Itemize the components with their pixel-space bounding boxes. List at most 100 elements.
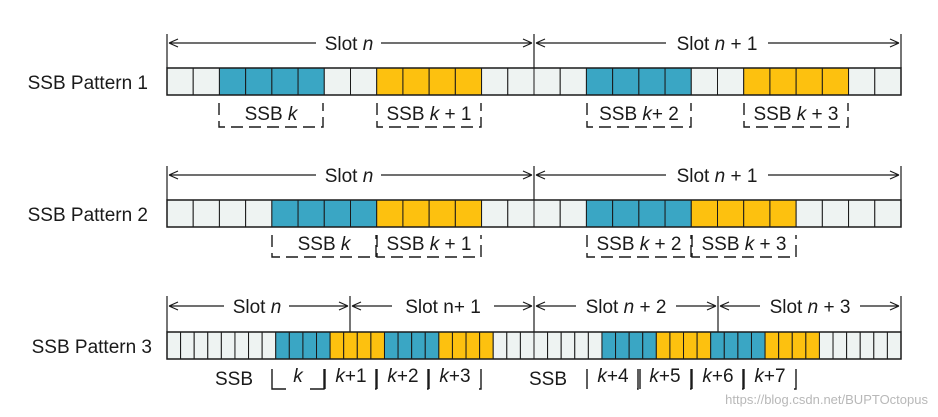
ssb-symbol-yellow <box>454 67 483 96</box>
ssb-word: SSB <box>529 369 567 390</box>
empty-symbol-cell <box>166 331 182 360</box>
slot-label: Slot n + 1 <box>677 166 758 187</box>
ssb-symbol-blue <box>638 67 666 96</box>
ssb-symbol-yellow <box>655 331 671 360</box>
ssb-bracket <box>743 103 849 128</box>
slot-arrow-left <box>351 301 392 311</box>
empty-symbol-cell <box>795 199 823 228</box>
ssb-symbol-blue <box>612 67 640 96</box>
ssb-label: SSB k + 1 <box>386 234 471 255</box>
empty-symbol-cell <box>559 199 587 228</box>
ssb-symbol-yellow <box>479 331 494 360</box>
ssb-symbol-blue <box>297 67 325 96</box>
slot-arrow-left <box>719 301 760 311</box>
slot-arrow-right <box>676 301 717 311</box>
ssb-symbol-blue <box>723 331 739 360</box>
empty-symbol-cell <box>587 331 603 360</box>
ssb-label: SSB k + 2 <box>596 234 681 255</box>
ssb-symbol-yellow <box>438 331 453 360</box>
empty-symbol-cell <box>848 199 876 228</box>
ssb-symbol-blue <box>350 199 378 228</box>
ssb-symbol-yellow <box>402 199 430 228</box>
slot-arrow-left <box>535 170 666 180</box>
ssb-symbol-blue <box>218 67 247 96</box>
empty-symbol-cell <box>519 331 535 360</box>
ssb-bracket <box>271 369 325 390</box>
empty-symbol-cell <box>193 331 209 360</box>
ssb-label: k+4 <box>597 366 629 387</box>
ssb-word: SSB <box>215 369 253 390</box>
ssb-symbol-blue <box>323 199 352 228</box>
pattern-1-slot-arrows <box>166 34 902 68</box>
ssb-symbol-blue <box>383 331 399 360</box>
watermark: https://blog.csdn.net/BUPTOctopus <box>725 392 928 407</box>
ssb-symbol-blue <box>750 331 766 360</box>
ssb-label: k+6 <box>702 366 733 387</box>
ssb-bracket <box>428 369 482 390</box>
empty-symbol-cell <box>818 331 834 360</box>
empty-symbol-cell <box>848 67 876 96</box>
pattern-1: SSB Pattern 1 Slot n Slot n + 1 SSB k SS… <box>28 34 902 128</box>
pattern-1-ssb-brackets <box>218 103 849 128</box>
ssb-symbol-yellow <box>717 199 745 228</box>
empty-symbol-cell <box>481 199 509 228</box>
slot-arrow-right <box>768 38 900 48</box>
empty-symbol-cell <box>507 199 535 228</box>
slot-arrow-left <box>168 301 224 311</box>
ssb-symbol-blue <box>664 199 692 228</box>
empty-symbol-cell <box>873 331 888 360</box>
pattern-3-symbol-row <box>166 331 902 360</box>
ssb-symbol-blue <box>297 199 325 228</box>
empty-symbol-cell <box>533 67 561 96</box>
empty-symbol-cell <box>874 67 902 96</box>
ssb-label: k <box>293 366 304 387</box>
ssb-bracket <box>376 103 482 128</box>
ssb-symbol-yellow <box>778 331 793 360</box>
ssb-bracket <box>376 369 429 390</box>
ssb-label: SSB k <box>245 104 299 125</box>
ssb-label: SSB k <box>298 234 352 255</box>
ssb-symbol-yellow <box>343 331 358 360</box>
empty-symbol-cell <box>323 67 352 96</box>
empty-symbol-cell <box>690 67 718 96</box>
pattern-2-label: SSB Pattern 2 <box>28 205 148 226</box>
ssb-bracket <box>691 235 797 258</box>
empty-symbol-cell <box>207 331 222 360</box>
ssb-symbol-blue <box>642 331 657 360</box>
ssb-symbol-blue <box>664 67 692 96</box>
slot-label: Slot n + 1 <box>677 34 758 55</box>
ssb-symbol-yellow <box>376 67 404 96</box>
pattern-1-label: SSB Pattern 1 <box>28 73 148 94</box>
ssb-bracket <box>586 235 692 258</box>
empty-symbol-cell <box>481 67 509 96</box>
pattern-2-slot-frame <box>166 199 902 228</box>
ssb-symbol-blue <box>302 331 318 360</box>
empty-symbol-cell <box>350 67 378 96</box>
ssb-label: SSB k+ 2 <box>599 104 679 125</box>
ssb-symbol-yellow <box>669 331 685 360</box>
ssb-symbol-yellow <box>805 331 820 360</box>
slot-label: Slot n+ 1 <box>405 297 481 318</box>
pattern-3-slot-frame <box>166 331 902 360</box>
ssb-symbol-yellow <box>769 67 797 96</box>
empty-symbol-cell <box>218 199 247 228</box>
ssb-symbol-blue <box>411 331 426 360</box>
pattern-2: SSB Pattern 2 Slot n Slot n + 1 SSB k SS… <box>28 166 902 258</box>
empty-symbol-cell <box>220 331 236 360</box>
ssb-symbol-yellow <box>764 331 780 360</box>
empty-symbol-cell <box>261 331 277 360</box>
ssb-symbol-blue <box>612 199 640 228</box>
ssb-bracket <box>376 235 482 258</box>
ssb-symbol-yellow <box>428 199 456 228</box>
ssb-label: k+3 <box>439 366 470 387</box>
ssb-label: k+1 <box>335 366 366 387</box>
pattern-3-ssb-brackets <box>271 369 797 390</box>
empty-symbol-cell <box>506 331 521 360</box>
empty-symbol-cell <box>245 199 273 228</box>
empty-symbol-cell <box>192 199 220 228</box>
ssb-symbol-blue <box>245 67 273 96</box>
ssb-label: k+2 <box>387 366 418 387</box>
empty-symbol-cell <box>832 331 848 360</box>
ssb-symbol-blue <box>288 331 304 360</box>
